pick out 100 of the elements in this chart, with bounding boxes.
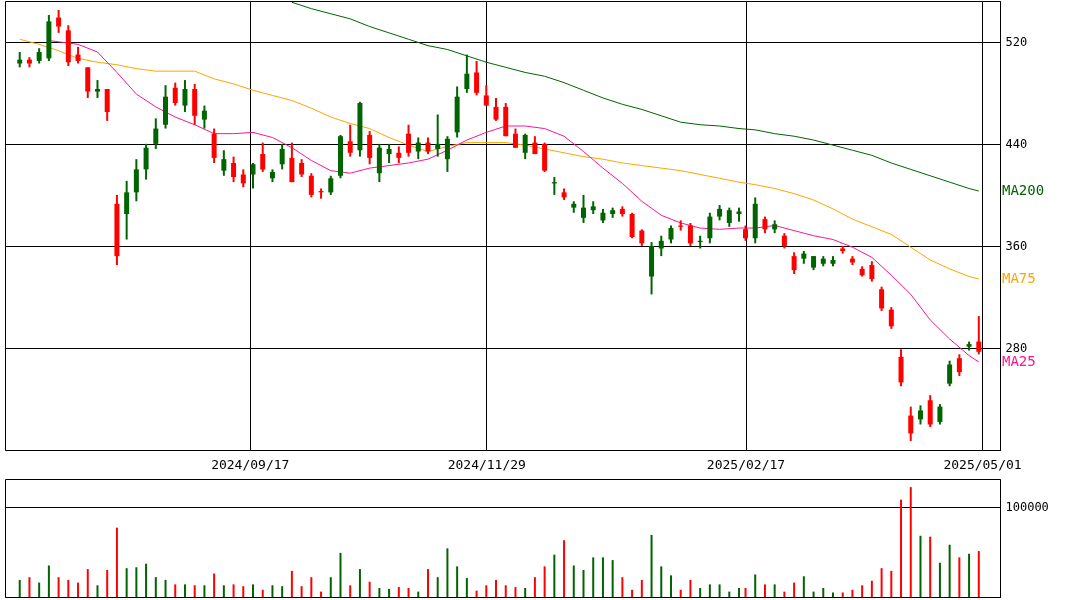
candlestick [879, 285, 885, 312]
bar [154, 577, 157, 597]
candlestick [250, 162, 256, 190]
bar [563, 540, 566, 597]
bar [802, 576, 805, 597]
line-series [291, 1, 980, 192]
bar [533, 577, 536, 597]
bar [368, 581, 371, 597]
candlestick [56, 8, 62, 34]
candlestick [522, 132, 528, 161]
bar [320, 591, 323, 597]
bar [213, 573, 216, 597]
bar [271, 585, 274, 597]
bar [738, 587, 741, 597]
bar [77, 582, 80, 597]
bar [358, 569, 361, 597]
bar [783, 591, 786, 597]
bar [553, 554, 556, 597]
candlestick [182, 79, 188, 113]
candlestick [917, 404, 923, 426]
bar [339, 552, 342, 597]
bar [977, 551, 980, 597]
bar [650, 534, 653, 597]
bar [252, 584, 255, 597]
candlestick [231, 155, 237, 184]
bar [543, 566, 546, 597]
bar [329, 577, 332, 597]
x-tick-label: 2025/02/17 [706, 456, 786, 472]
candlestick [415, 136, 421, 161]
bar [145, 563, 148, 597]
bar [47, 565, 50, 597]
series-label: MA75 [1002, 270, 1036, 287]
bar [679, 589, 682, 597]
candlestick [464, 53, 470, 94]
bar [174, 584, 177, 597]
bar [919, 535, 922, 597]
bar [572, 565, 575, 597]
bar [261, 589, 264, 597]
bar [582, 569, 585, 597]
candlestick [153, 117, 159, 150]
bar [495, 579, 498, 597]
candlestick [474, 59, 480, 97]
line-series [19, 38, 980, 280]
bar [222, 585, 225, 597]
candlestick [629, 211, 635, 240]
bar [831, 592, 834, 597]
bar [436, 577, 439, 597]
bar [669, 575, 672, 597]
candlestick [328, 174, 334, 196]
bar [38, 582, 41, 597]
bar [880, 568, 883, 597]
y-tick-label: 360 [1005, 239, 1028, 254]
bar [504, 585, 507, 597]
candlestick [124, 179, 130, 241]
bar [203, 585, 206, 597]
bar [456, 566, 459, 597]
bar [708, 584, 711, 597]
x-tick-label: 2025/05/01 [943, 456, 1022, 472]
bar [754, 574, 757, 597]
bar [232, 584, 235, 597]
bar [968, 553, 971, 597]
candlestick [444, 135, 450, 173]
bar [125, 568, 128, 597]
candlestick [279, 142, 285, 171]
bar [300, 586, 303, 597]
bar [115, 527, 118, 597]
candlestick [386, 142, 392, 164]
bar [689, 579, 692, 597]
bar [290, 570, 293, 597]
bar [164, 579, 167, 597]
bar [958, 557, 961, 597]
bar [183, 584, 186, 597]
bar [660, 566, 663, 597]
x-tick-label: 2024/09/17 [211, 456, 290, 472]
candlestick [221, 149, 227, 177]
bar [485, 585, 488, 597]
candlestick [201, 104, 207, 130]
candlestick [791, 251, 797, 275]
candlestick [869, 260, 875, 283]
bar [417, 591, 420, 597]
bar [948, 544, 951, 597]
bar [465, 578, 468, 597]
bar [378, 587, 381, 597]
bar [475, 590, 478, 597]
candlestick [260, 141, 266, 173]
bar [601, 557, 604, 597]
bar [514, 587, 517, 597]
bar [18, 579, 21, 597]
bar [310, 577, 313, 597]
bar [426, 569, 429, 597]
bar [763, 584, 766, 597]
candlestick [937, 403, 943, 426]
bar [870, 580, 873, 597]
bar [407, 587, 410, 597]
candlestick [435, 113, 441, 158]
bar [193, 585, 196, 597]
bar [86, 569, 89, 597]
candlestick [367, 130, 373, 166]
bar [699, 587, 702, 597]
candlestick [888, 306, 894, 330]
